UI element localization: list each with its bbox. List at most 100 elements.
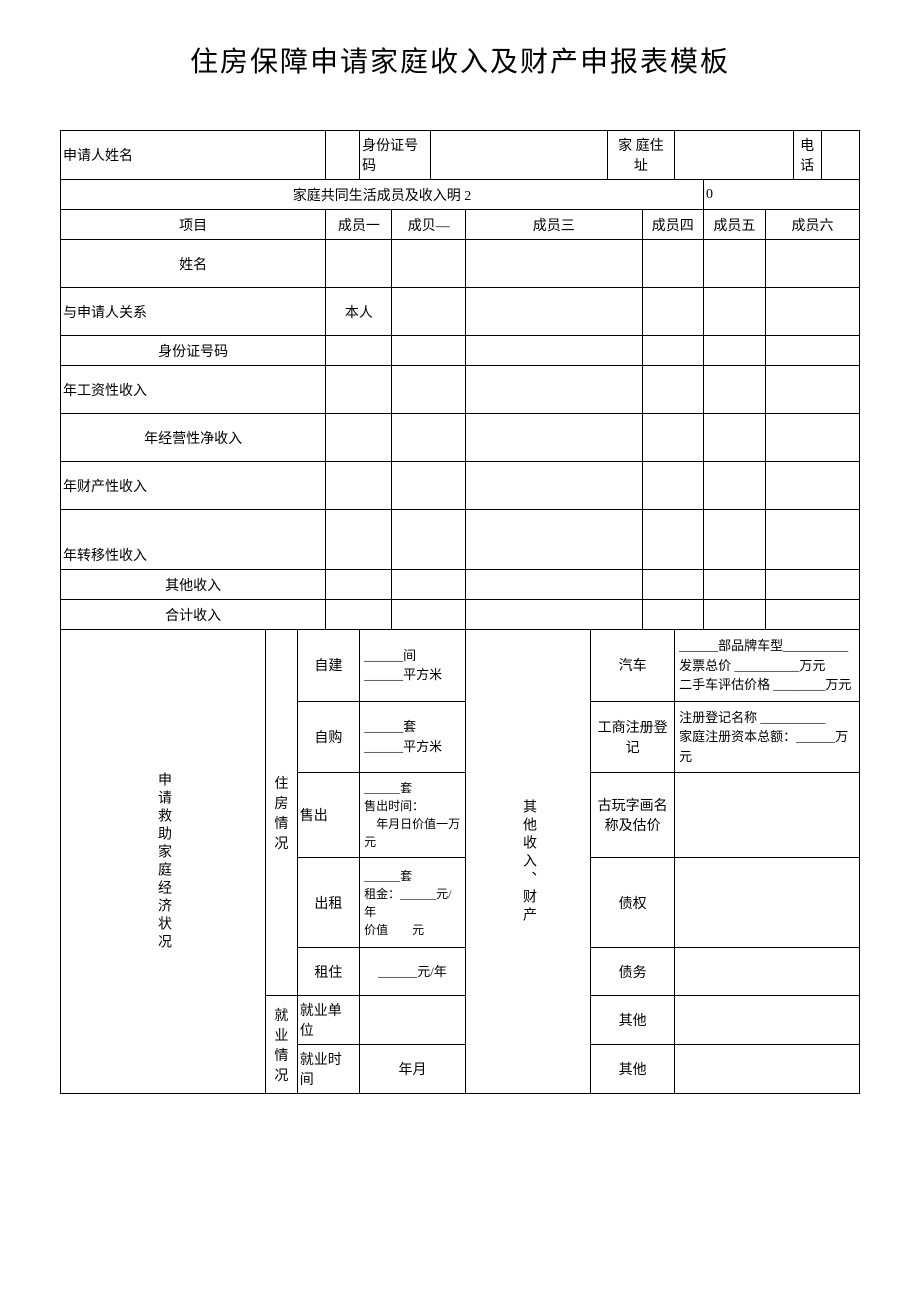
cell[interactable] (466, 366, 643, 414)
phone-value[interactable] (821, 131, 859, 180)
cell[interactable] (642, 366, 703, 414)
other2-label: 其他 (591, 1045, 675, 1094)
cell[interactable] (392, 288, 466, 336)
relation-self: 本人 (326, 288, 392, 336)
rent-out-label: 出租 (297, 858, 359, 948)
biz-reg-detail[interactable]: 注册登记名称 __________家庭注册资本总额：______万元 (675, 701, 860, 773)
cell[interactable] (703, 462, 765, 510)
row-prop-label: 年财产性收入 (61, 462, 326, 510)
cell[interactable] (765, 570, 859, 600)
col-m1: 成员一 (326, 210, 392, 240)
cell[interactable] (466, 414, 643, 462)
cell[interactable] (765, 414, 859, 462)
employ-time-label: 就业时间 (297, 1045, 359, 1094)
cell[interactable] (765, 510, 859, 570)
cell[interactable] (392, 336, 466, 366)
car-detail[interactable]: ______部品牌车型__________发票总价 __________万元二手… (675, 630, 860, 702)
cell[interactable] (326, 570, 392, 600)
other-assets-vlabel: 其他收入、财产 (466, 630, 591, 1094)
cell[interactable] (703, 600, 765, 630)
cell[interactable] (642, 414, 703, 462)
cell[interactable] (642, 600, 703, 630)
credit-label: 债权 (591, 858, 675, 948)
cell[interactable] (765, 462, 859, 510)
econ-vlabel: 申请救助家庭经济状况 (61, 630, 266, 1094)
declaration-table: 申请人姓名 身份证号码 家 庭住址 电话 家庭共同生活成员及收入明 2 0 项目… (60, 130, 860, 1094)
applicant-name-label: 申请人姓名 (61, 131, 326, 180)
cell[interactable] (642, 240, 703, 288)
id-value[interactable] (431, 131, 607, 180)
cell[interactable] (326, 414, 392, 462)
self-buy-detail[interactable]: ______套______平方米 (360, 701, 466, 773)
cell[interactable] (765, 288, 859, 336)
cell[interactable] (466, 336, 643, 366)
self-build-detail[interactable]: ______间______平方米 (360, 630, 466, 702)
cell[interactable] (466, 288, 643, 336)
cell[interactable] (703, 366, 765, 414)
cell[interactable] (466, 570, 643, 600)
debt-label: 债务 (591, 948, 675, 996)
cell[interactable] (703, 288, 765, 336)
row-name-label: 姓名 (61, 240, 326, 288)
cell[interactable] (765, 240, 859, 288)
cell[interactable] (765, 366, 859, 414)
debt-value[interactable] (675, 948, 860, 996)
row-transfer-label: 年转移性收入 (61, 510, 326, 570)
other2-value[interactable] (675, 1045, 860, 1094)
row-id-label: 身份证号码 (61, 336, 326, 366)
cell[interactable] (392, 570, 466, 600)
cell[interactable] (466, 510, 643, 570)
cell[interactable] (326, 366, 392, 414)
cell[interactable] (392, 600, 466, 630)
col-m6: 成员六 (765, 210, 859, 240)
cell[interactable] (703, 414, 765, 462)
other1-value[interactable] (675, 996, 860, 1045)
cell[interactable] (642, 510, 703, 570)
biz-reg-label: 工商注册登记 (591, 701, 675, 773)
cell[interactable] (642, 462, 703, 510)
cell[interactable] (642, 336, 703, 366)
applicant-name-value[interactable] (326, 131, 360, 180)
cell[interactable] (326, 240, 392, 288)
cell[interactable] (392, 414, 466, 462)
address-value[interactable] (675, 131, 793, 180)
address-label: 家 庭住址 (607, 131, 675, 180)
cell[interactable] (392, 462, 466, 510)
employ-time-value[interactable]: 年月 (360, 1045, 466, 1094)
cell[interactable] (642, 570, 703, 600)
cell[interactable] (466, 600, 643, 630)
cell[interactable] (326, 510, 392, 570)
rent-out-detail[interactable]: ______套租金：______元/年价值 元 (360, 858, 466, 948)
rent-in-label: 租住 (297, 948, 359, 996)
col-m5: 成员五 (703, 210, 765, 240)
cell[interactable] (326, 336, 392, 366)
employ-unit-value[interactable] (360, 996, 466, 1045)
cell[interactable] (703, 240, 765, 288)
cell[interactable] (392, 240, 466, 288)
rent-in-detail[interactable]: ______元/年 (360, 948, 466, 996)
car-label: 汽车 (591, 630, 675, 702)
sold-label: 售出 (297, 773, 359, 858)
row-biz-label: 年经营性净收入 (61, 414, 326, 462)
col-item: 项目 (61, 210, 326, 240)
cell[interactable] (703, 510, 765, 570)
cell[interactable] (326, 600, 392, 630)
credit-value[interactable] (675, 858, 860, 948)
cell[interactable] (642, 288, 703, 336)
page-title: 住房保障申请家庭收入及财产申报表模板 (60, 40, 860, 80)
sold-detail[interactable]: ______套售出时间： 年月日价值一万元 (360, 773, 466, 858)
cell[interactable] (392, 366, 466, 414)
col-m3: 成员三 (466, 210, 643, 240)
cell[interactable] (703, 570, 765, 600)
section-title: 家庭共同生活成员及收入明 2 (61, 180, 704, 210)
cell[interactable] (466, 240, 643, 288)
cell[interactable] (765, 336, 859, 366)
antique-value[interactable] (675, 773, 860, 858)
cell[interactable] (326, 462, 392, 510)
row-relation-label: 与申请人关系 (61, 288, 326, 336)
cell[interactable] (466, 462, 643, 510)
cell[interactable] (703, 336, 765, 366)
cell[interactable] (392, 510, 466, 570)
cell[interactable] (765, 600, 859, 630)
row-total-label: 合计收入 (61, 600, 326, 630)
